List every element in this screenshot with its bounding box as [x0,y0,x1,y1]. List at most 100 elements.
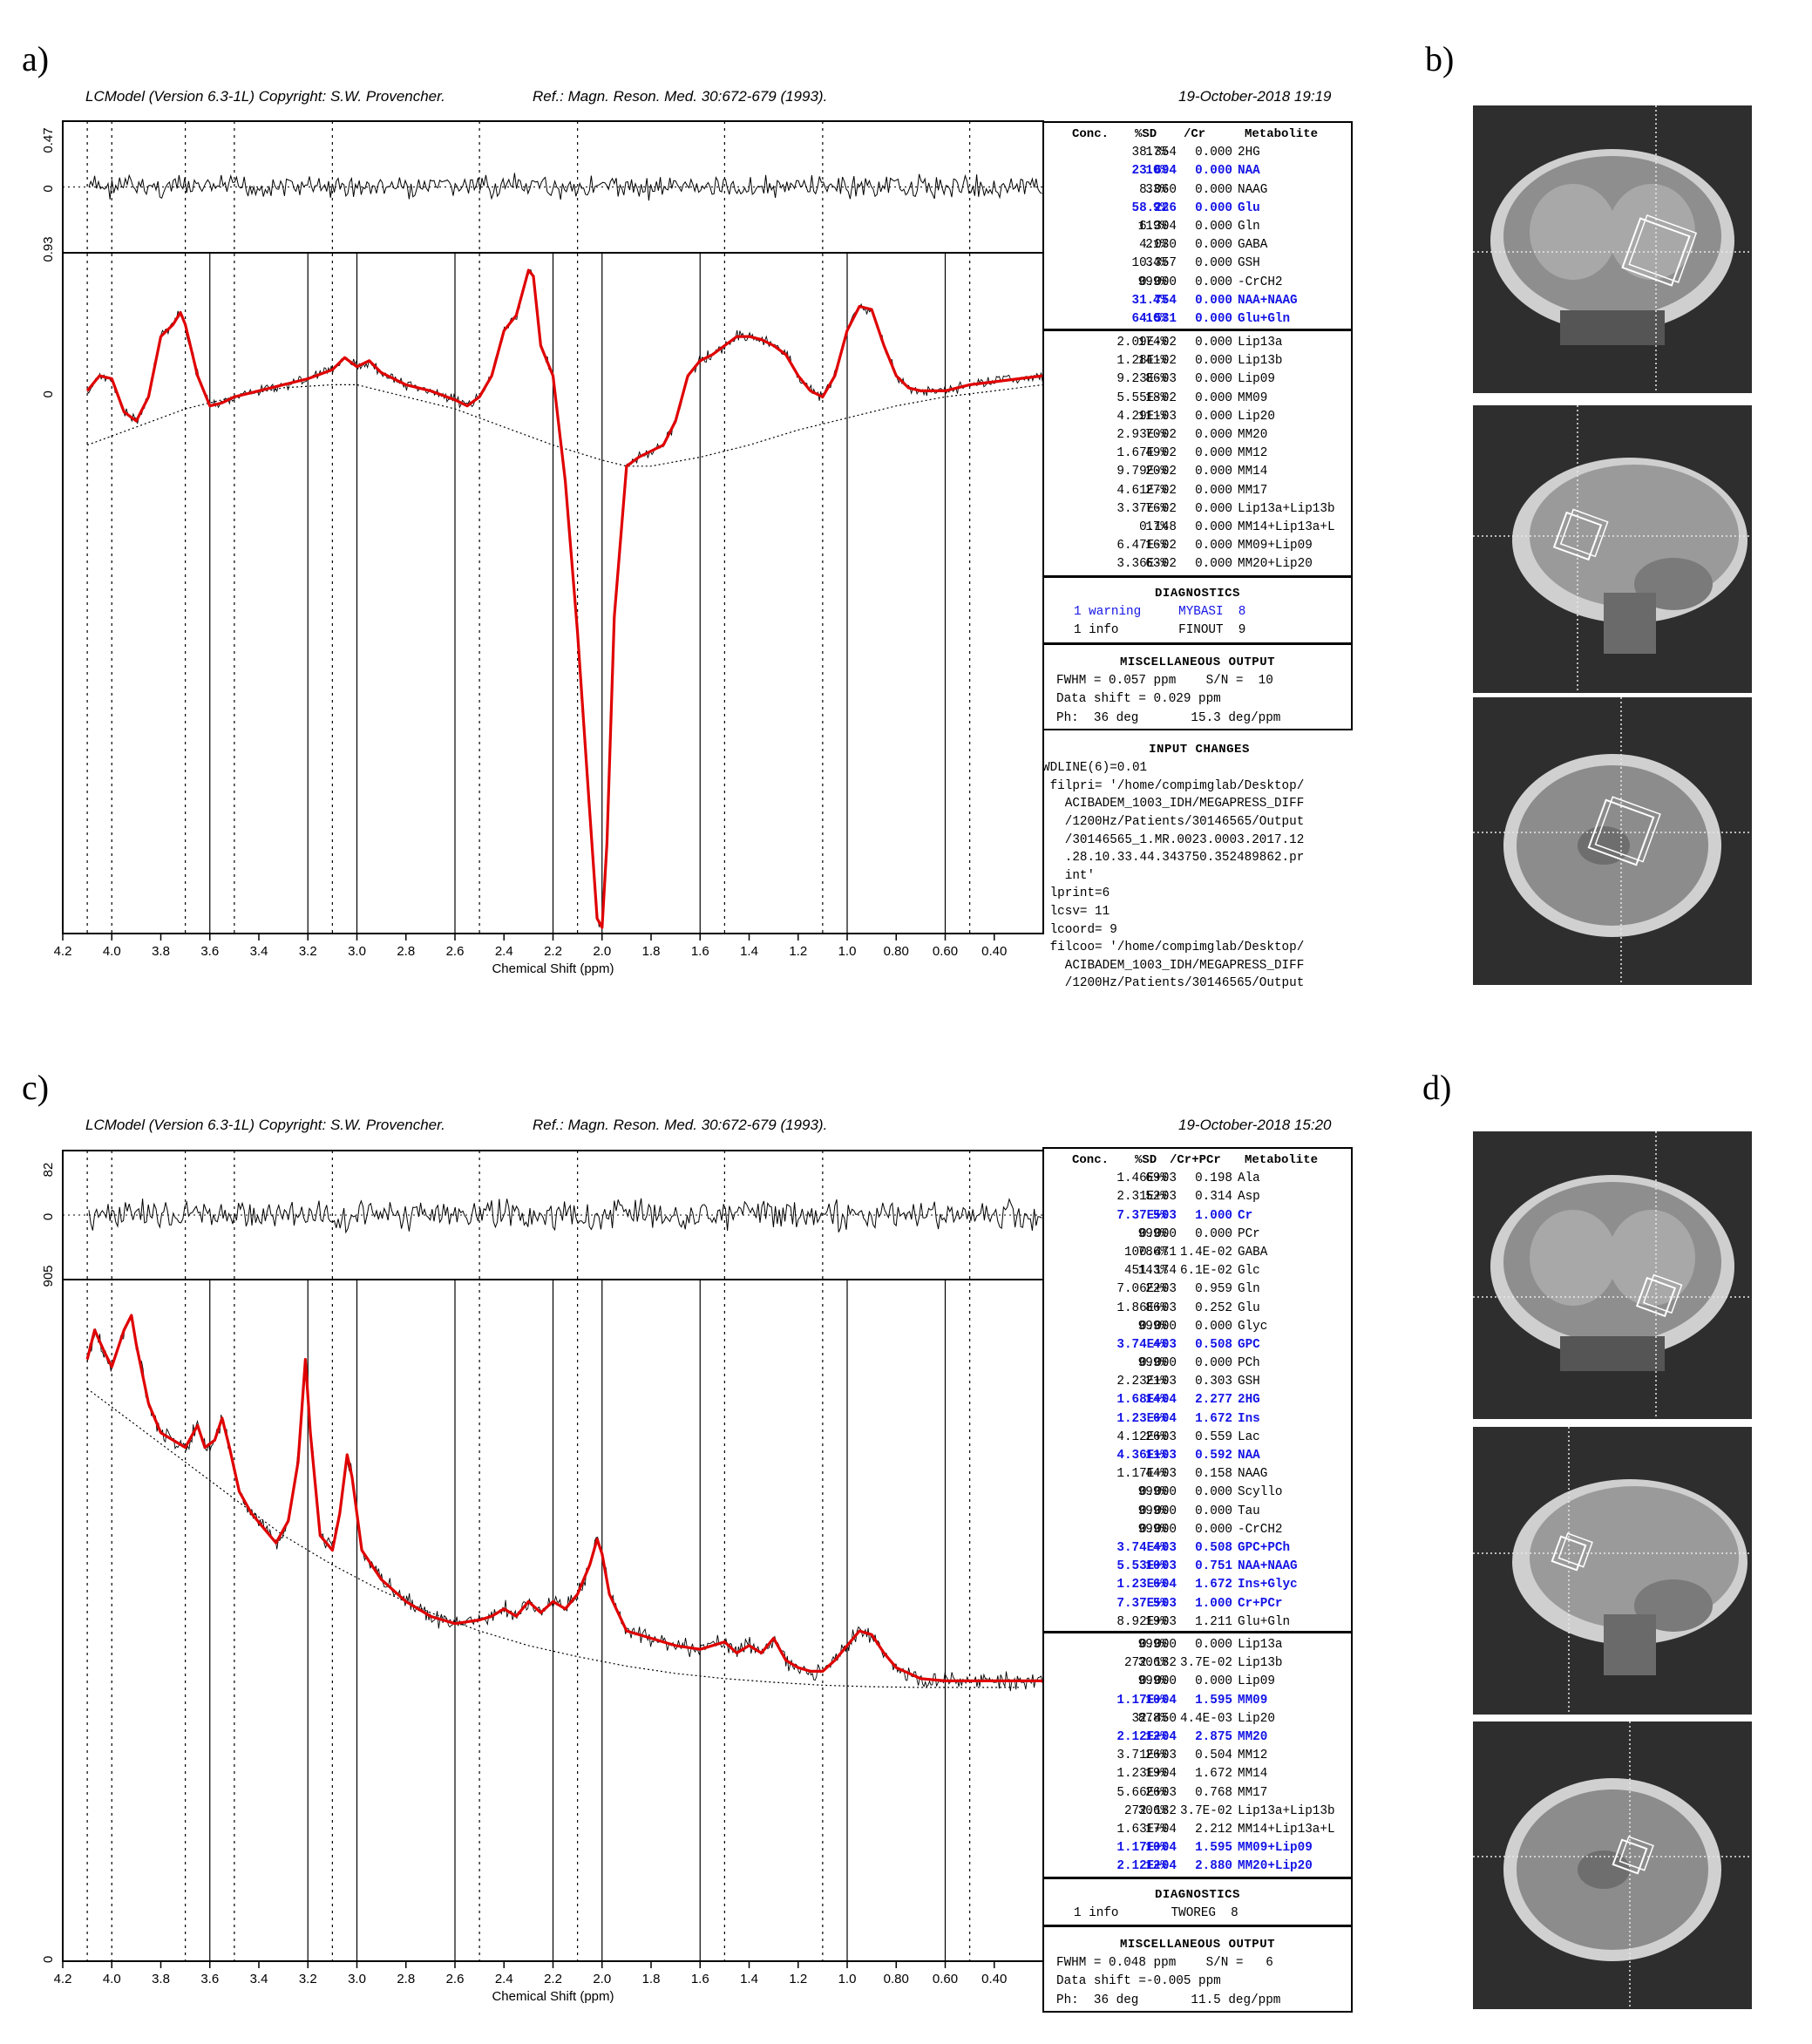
col-sd: %SD [1135,1153,1157,1167]
col-conc: Conc. [1072,1153,1110,1167]
mri-axial-b [1473,697,1752,985]
metabolite-cell: Lip13a [1238,336,1283,350]
table-row: 2.93E-02 70% 0.000 MM20 [1044,426,1351,445]
x-tick-label: 1.0 [838,1972,857,1986]
conc-cell: 0.000 [1139,275,1177,289]
input-change-line: /1200Hz/Patients/30146565/Output [1042,976,1305,991]
table-row: 272.182 306% 3.7E-02 Lip13b [1044,1654,1351,1673]
conc-cell: 2.12E+04 [1116,1859,1177,1874]
sd-cell: 21% [1145,238,1168,253]
sd-cell: 44% [1145,1467,1168,1482]
table-row: 0.000 999% 0.000 Tau [1044,1503,1351,1521]
metabolite-cell: MM14+Lip13a+L [1238,519,1335,534]
header-date-c: 19-October-2018 15:20 [1178,1117,1332,1133]
baseline-trace [86,384,1044,467]
sd-cell: 21% [1145,1375,1168,1389]
metabolite-cell: -CrCH2 [1238,275,1283,289]
metabolite-cell: NAA [1238,164,1260,179]
ratio-cell: 3.7E-02 [1179,1656,1232,1671]
ratio-cell: 0.000 [1195,219,1232,234]
sd-cell: 52% [1145,1190,1168,1205]
diagnostics-warning: 1 warning MYBASI 8 [1074,605,1246,620]
conc-cell: 8.92E+03 [1116,1614,1177,1629]
col-metabolite: Metabolite [1245,1153,1319,1167]
metabolite-table-c: Conc. %SD /Cr+PCr Metabolite 1.46E+03 69%… [1042,1147,1353,1633]
table-row: 5.66E+03 26% 0.768 MM17 [1044,1784,1351,1803]
x-tick-label: 1.6 [691,1972,709,1986]
sd-cell: 306% [1137,1656,1168,1671]
sd-cell: 20% [1145,465,1168,479]
metabolite-cell: Lip20 [1238,1711,1275,1726]
conc-cell: 0.000 [1139,1226,1177,1241]
hemisphere-left [1530,1210,1617,1306]
table-row: 1.23E+04 19% 1.672 MM14 [1044,1765,1351,1783]
brainstem-shape [1604,593,1656,654]
sd-cell: 10% [1145,1841,1168,1856]
x-tick-label: 0.80 [884,944,909,959]
conc-cell: 1.23E+04 [1116,1578,1177,1592]
ratio-cell: 1.211 [1195,1614,1232,1629]
residual-tick-zero: 0 [41,185,56,192]
table-row: 0.000 999% 0.000 PCr [1044,1226,1351,1244]
conc-cell: 6.47E-02 [1116,539,1177,553]
brainstem-shape [1604,1614,1656,1675]
diagnostics-title: DIAGNOSTICS [1155,1888,1240,1902]
conc-cell: 9.79E-02 [1116,465,1177,479]
residual-tick-top: 0.47 [41,127,56,153]
fit-trace [85,1314,1043,1682]
metabolite-cell: MM12 [1238,446,1268,461]
conc-cell: 1.23E+04 [1116,1411,1177,1426]
sd-cell: 5% [1152,1208,1168,1223]
residual-trace [88,173,1042,201]
conc-cell: 1.28E-02 [1116,354,1177,369]
plot-group-a: 0.47 0 0.93 0 4.2 4.0 3.8 3.6 3.4 3.2 3.0 2.8 2.6 2.4… [41,120,1044,976]
metabolite-cell: Lip13a [1238,1638,1283,1652]
ratio-cell: 2.277 [1195,1393,1232,1408]
sd-cell: 18% [1145,390,1168,405]
input-change-line: filcoo= '/home/compimglab/Desktop/ [1042,941,1305,955]
voxel-box [1551,1535,1587,1572]
table-row: 6.47E-02 16% 0.000 MM09+Lip09 [1044,537,1351,555]
metabolite-cell: NAA+NAAG [1238,1559,1298,1574]
metabolite-cell: Asp [1238,1190,1260,1205]
neck-shape [1560,310,1665,345]
sd-cell: 19% [1145,1767,1168,1782]
metabolite-cell: NAAG [1238,1467,1268,1482]
conc-cell: 100.471 [1123,1245,1177,1260]
voxel-box-back [1628,214,1698,283]
metabolite-cell: Glc [1238,1264,1260,1279]
ratio-cell: 0.000 [1195,539,1232,553]
conc-cell: 10.357 [1131,256,1177,271]
diagnostics-title: DIAGNOSTICS [1155,587,1240,601]
x-tick-label: 3.4 [250,944,268,959]
misc-phase: Ph: 36 deg 11.5 deg/ppm [1056,1993,1281,2007]
table-row: 9.79E-02 20% 0.000 MM14 [1044,463,1351,481]
header-reference-a: Ref.: Magn. Reson. Med. 30:672-679 (1993… [533,88,828,105]
ratio-cell: 4.4E-03 [1179,1711,1232,1726]
metabolite-cell: -CrCH2 [1238,1522,1283,1537]
table-row: 2.09E-02 174% 0.000 Lip13a [1044,334,1351,352]
misc-phase: Ph: 36 deg 15.3 deg/ppm [1056,710,1281,725]
mri-image-sagittal [1473,1427,1752,1715]
ratio-cell: 0.000 [1195,275,1232,289]
table-row: 7.06E+03 22% 0.959 Gln [1044,1280,1351,1299]
input-changes-title: INPUT CHANGES [1149,743,1250,757]
metabolite-cell: GSH [1238,1375,1260,1389]
sd-cell: 4% [1152,293,1168,308]
sd-cell: 17% [1145,519,1168,534]
mri-sagittal-d [1473,1427,1752,1715]
ratio-cell: 0.508 [1195,1540,1232,1555]
x-tick-label: 2.0 [593,1972,611,1986]
header-date-a: 19-October-2018 19:19 [1178,88,1332,105]
table-row: 1.67E-02 49% 0.000 MM12 [1044,445,1351,463]
table-row: 0.000 999% 0.000 Lip09 [1044,1673,1351,1691]
col-ratio: /Cr [1184,127,1206,141]
metabolite-cell: Ins+Glyc [1238,1578,1298,1592]
sd-cell: 141% [1137,354,1168,369]
metabolite-cell: 2HG [1238,146,1260,160]
table-row: 272.182 306% 3.7E-02 Lip13a+Lip13b [1044,1803,1351,1821]
misc-title: MISCELLANEOUS OUTPUT [1119,1938,1276,1952]
baseline-trace [86,1388,1019,1688]
conc-cell: 32.450 [1131,1711,1177,1726]
table-row: 1.17E+04 10% 1.595 MM09+Lip09 [1044,1839,1351,1857]
